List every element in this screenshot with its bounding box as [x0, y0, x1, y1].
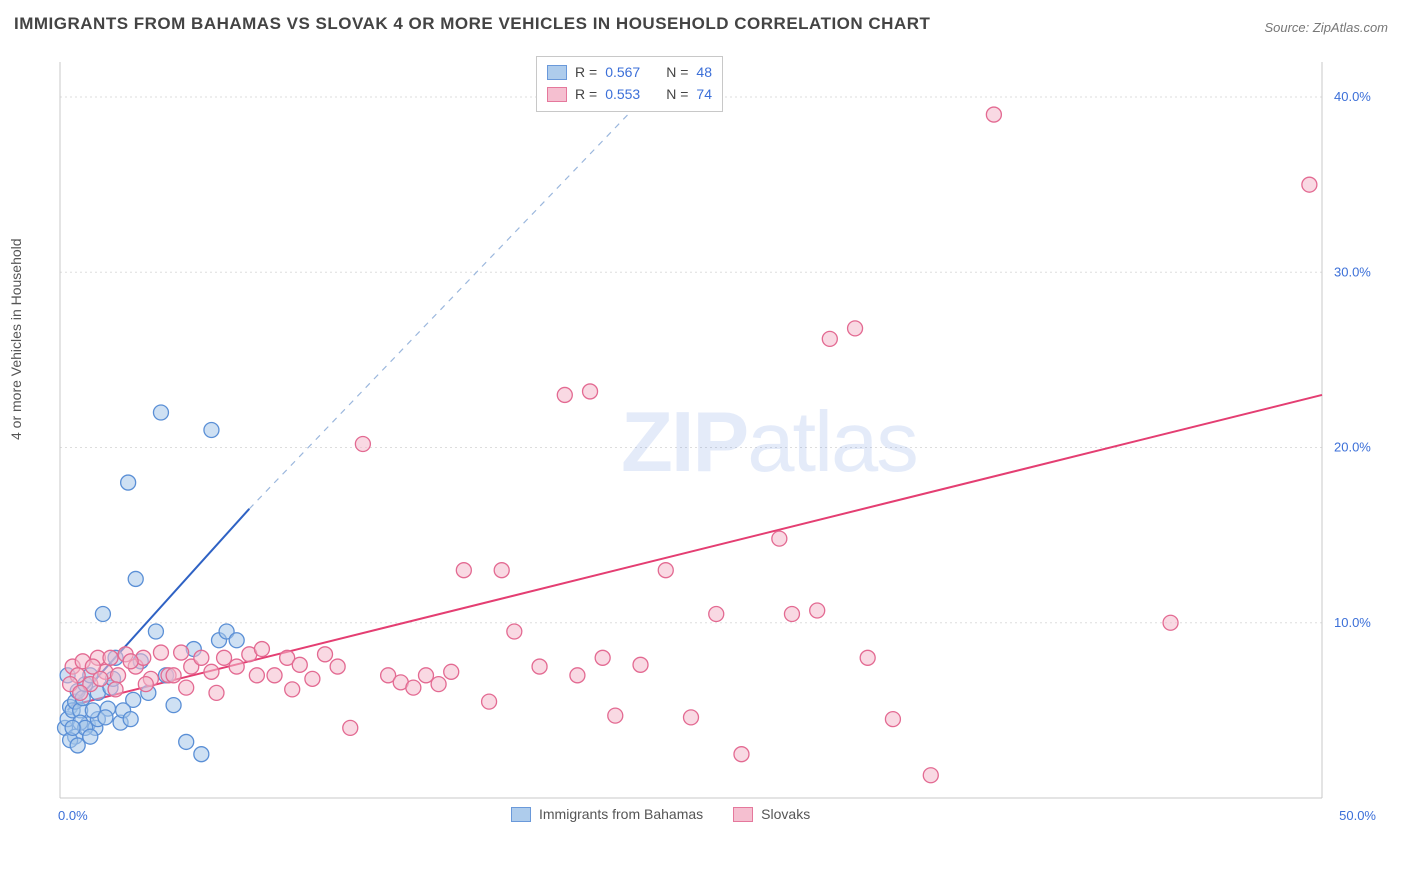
- legend-swatch-series-0: [547, 65, 567, 80]
- legend-r-value: 0.567: [605, 64, 640, 80]
- svg-text:20.0%: 20.0%: [1334, 440, 1371, 455]
- legend-n-label: N =: [666, 86, 688, 102]
- legend-stats-row: R = 0.567 N = 48: [547, 61, 712, 83]
- legend-swatch-series-1: [733, 807, 753, 822]
- legend-r-label: R =: [575, 86, 597, 102]
- legend-r-value: 0.553: [605, 86, 640, 102]
- legend-series-label: Immigrants from Bahamas: [539, 806, 703, 822]
- legend-stats-row: R = 0.553 N = 74: [547, 83, 712, 105]
- legend-stats: R = 0.567 N = 48 R = 0.553 N = 74: [536, 56, 723, 112]
- legend-n-label: N =: [666, 64, 688, 80]
- legend-series: Immigrants from Bahamas Slovaks: [511, 806, 810, 822]
- legend-n-value: 74: [696, 86, 712, 102]
- legend-swatch-series-0: [511, 807, 531, 822]
- plot-area: 10.0% 20.0% 30.0% 40.0% 0.0% 50.0% R = 0.567 …: [46, 54, 1392, 834]
- legend-r-label: R =: [575, 64, 597, 80]
- legend-series-label: Slovaks: [761, 806, 810, 822]
- legend-n-value: 48: [696, 64, 712, 80]
- svg-text:10.0%: 10.0%: [1334, 615, 1371, 630]
- svg-text:0.0%: 0.0%: [58, 808, 88, 823]
- svg-text:30.0%: 30.0%: [1334, 264, 1371, 279]
- svg-text:50.0%: 50.0%: [1339, 808, 1376, 823]
- chart-title: IMMIGRANTS FROM BAHAMAS VS SLOVAK 4 OR M…: [14, 14, 930, 34]
- legend-item: Slovaks: [733, 806, 810, 822]
- svg-text:40.0%: 40.0%: [1334, 89, 1371, 104]
- scatter-chart: 10.0% 20.0% 30.0% 40.0% 0.0% 50.0%: [46, 54, 1392, 834]
- legend-item: Immigrants from Bahamas: [511, 806, 703, 822]
- legend-swatch-series-1: [547, 87, 567, 102]
- source-attribution: Source: ZipAtlas.com: [1264, 20, 1388, 35]
- y-axis-label: 4 or more Vehicles in Household: [8, 238, 24, 440]
